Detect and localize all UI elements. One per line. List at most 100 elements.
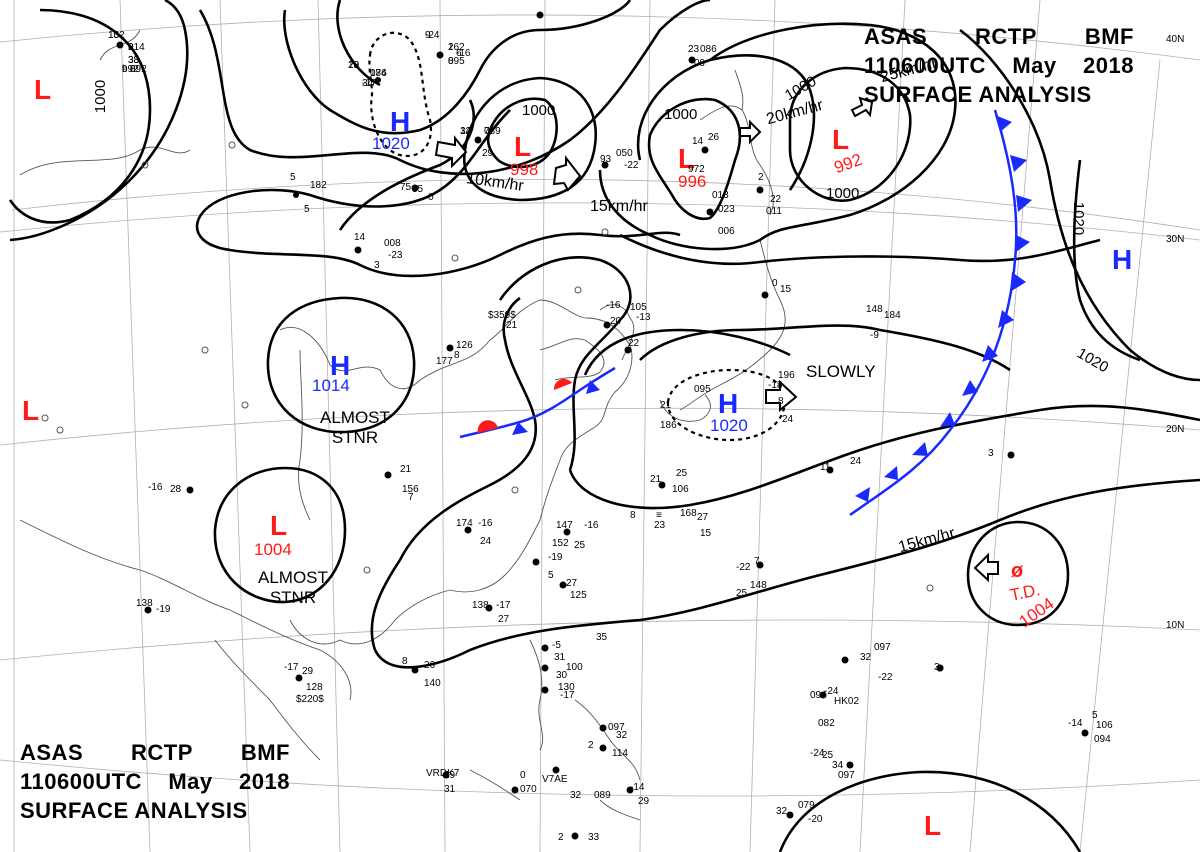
td-symbol: ø [1011,560,1024,582]
station-report-value: VRDK7 [426,768,460,779]
station-report-value: -22 [878,672,893,683]
station-report-value: 011 [766,206,782,217]
header-bottom: ASAS RCTP BMF 110600UTC May 2018 SURFACE… [20,738,290,825]
station-report-value: 11 [820,462,831,473]
header-top-title: SURFACE ANALYSIS [864,82,1092,107]
station-report-value: 23 [654,520,666,531]
station-report-value: 097 [608,722,625,733]
station-report-value: 8 [454,350,460,361]
station-report-value: -17 [496,600,511,611]
station-report-value: 8 [630,510,636,521]
cold-front [849,109,1032,517]
station-report-value: 28 [348,60,360,71]
station-report-value: 7 [754,556,760,567]
station-report-value: 105 [630,302,647,313]
header-bottom-year: 2018 [239,769,290,794]
station-report-value: 094 [1094,734,1111,745]
station-report-value: 21 [400,464,412,475]
station-report-value: 8 [448,56,454,67]
isobar-label-6: 1020 [1070,201,1088,236]
station-report-value: 34 [362,78,374,89]
station-report-value: 3 [374,260,380,271]
stationary-front [459,366,616,439]
station-report-value: 100 [566,662,583,673]
station-report-value: -5 [552,640,561,651]
station-report-value: 089 [484,126,501,137]
station-report-value: 22 [628,338,640,349]
station-report-value: 35 [412,184,424,195]
header-top-code: BMF [1084,24,1134,49]
high-1014-pressure: 1014 [312,376,350,395]
station-report-value: 006 [718,226,735,237]
header-bottom-time: 110600UTC [20,769,142,794]
header-bottom-line1: ASAS RCTP BMF [20,738,290,767]
station-report-value: 3 [934,662,940,673]
motion-label-15kmhr: 15km/hr [590,198,648,215]
station-report-value: 138 [136,598,153,609]
station-report-value: 14 [460,126,472,137]
header-top-time: 110600UTC [864,53,986,78]
header-top-line2: 110600UTC May 2018 [864,51,1134,80]
station-report-value: 079 [798,800,815,811]
station-report-value: -24 [824,686,839,697]
station-report-value: 082 [818,718,835,729]
header-top-month: May [1012,53,1057,78]
station-report-value: 31 [554,652,566,663]
station-report-value: 097 [874,642,891,653]
station-report-value: -17 [362,78,377,89]
station-report-value: 25 [676,468,688,479]
station-report-value: 25 [574,540,586,551]
station-report-value: 182 [310,180,327,191]
station-report-value: 176 [370,68,387,79]
station-report-value: -14 [1068,718,1083,729]
station-report-value: -16 [456,48,471,59]
station-report-value: 38 [128,55,140,66]
header-top-agency: ASAS [864,24,928,49]
station-report-value: 9 [425,30,431,41]
station-report-value: 092 [130,64,147,75]
station-report-value: 6 [456,48,462,59]
station-report-value: 29 [638,796,650,807]
station-report-value: 097 [838,770,855,781]
station-report-value: 31 [444,784,456,795]
station-report-value: -22 [624,160,639,171]
header-bottom-station: RCTP [131,740,193,765]
station-report-value: 75 [400,182,412,193]
station-report-value: 24 [782,414,794,425]
station-report-value: 32 [776,806,788,817]
station-report-value: 22 [770,194,782,205]
station-report-value: 14 [692,136,704,147]
station-report-value: V7AE [542,774,568,785]
low-1004-pressure: 1004 [254,540,292,559]
low-center-nw: L [34,74,52,105]
almost-stnr-label-2: ALMOST STNR [258,568,328,608]
station-report-value: $220$ [296,694,324,705]
station-report-value: 094 [810,690,827,701]
lat-label-30n: 30N [1166,234,1185,245]
station-report-value: 5 [304,204,310,215]
station-report-value: 186 [660,420,677,431]
header-top: ASAS RCTP BMF 110600UTC May 2018 SURFACE… [864,22,1134,109]
lat-label-20n: 20N [1166,424,1185,435]
station-report-value: 152 [552,538,569,549]
station-report-value: -19 [548,552,563,563]
motion-arrows [434,96,999,583]
station-report-value: 15 [700,528,712,539]
station-report-value: 27 [566,578,578,589]
station-report-value: 26 [424,660,436,671]
header-bottom-month: May [168,769,213,794]
station-report-value: 014 [128,42,145,53]
station-report-value: 089 [594,790,611,801]
isobar-label-2: 1000 [522,102,556,119]
header-top-station: RCTP [975,24,1037,49]
isobar-label-3: 1000 [664,106,698,123]
high-center-japan: H [718,388,739,419]
station-report-value: 0 [772,278,778,289]
station-report-value: 8 [130,64,136,75]
station-report-value: 7 [408,492,414,503]
station-report-value: ≡ [656,510,662,521]
station-report-value: -17 [284,662,299,673]
station-report-value: -17 [560,690,575,701]
